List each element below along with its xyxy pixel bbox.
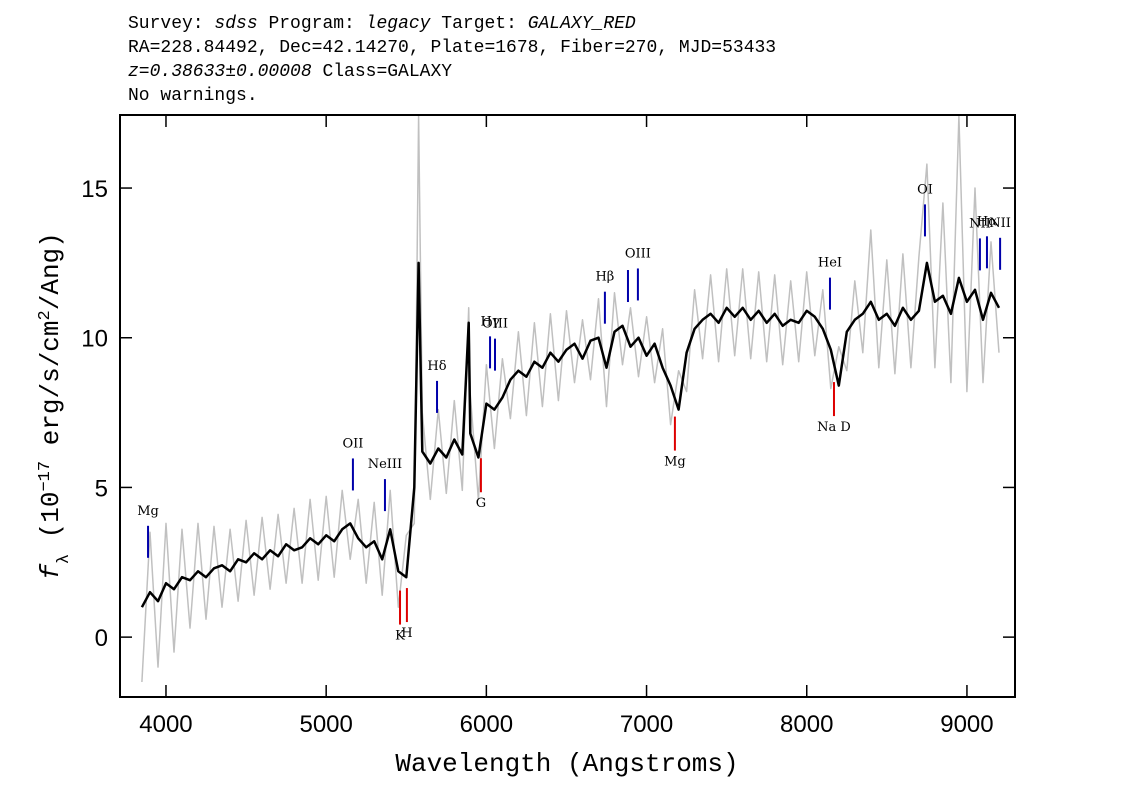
header-segment: No warnings. — [128, 86, 258, 106]
x-tick-label: 8000 — [780, 711, 833, 738]
y-tick-label: 0 — [95, 625, 108, 652]
y-axis-title-part: (10 — [36, 492, 66, 554]
line-label: Mg — [137, 504, 159, 519]
header-segment: Survey: — [128, 14, 214, 34]
y-tick-label: 15 — [81, 176, 108, 203]
y-axis-title-part: λ — [55, 554, 74, 564]
header-segment: Program: — [258, 14, 366, 34]
header-segment: legacy — [366, 14, 432, 34]
line-label: OIII — [482, 317, 508, 332]
line-label: NII — [969, 216, 991, 231]
header-segment: RA=228.84492, Dec=42.14270, Plate=1678, … — [128, 38, 776, 58]
y-axis-title: fλ (10−17 erg/s/cm2/Ang) — [36, 232, 74, 580]
line-label: OII — [342, 436, 363, 451]
line-label: Hβ — [595, 270, 614, 285]
header-segment: sdss — [214, 14, 257, 34]
line-label: Hδ — [427, 359, 446, 374]
x-tick-label: 4000 — [139, 711, 192, 738]
header-segment: z=0.38633±0.00008 — [128, 62, 312, 82]
y-axis-title-part: 2 — [36, 310, 55, 320]
line-label: Mg — [664, 455, 686, 470]
y-tick-label: 10 — [81, 326, 108, 353]
header-line: z=0.38633±0.00008 Class=GALAXY — [128, 62, 452, 82]
plot-area: MgOIINeIIIHδHγOIIIHβOIIIHeIOINIIHαNIIKHG… — [137, 115, 1011, 683]
x-tick-label: 5000 — [299, 711, 352, 738]
line-label: H — [401, 626, 412, 641]
y-tick-label: 5 — [95, 475, 108, 502]
line-label: Na D — [817, 420, 851, 435]
line-label: G — [476, 496, 486, 511]
line-label: OIII — [625, 246, 651, 261]
line-label: HeI — [818, 256, 842, 271]
header-segment: Class=GALAXY — [312, 62, 453, 82]
x-tick-label: 9000 — [940, 711, 993, 738]
header-line: No warnings. — [128, 86, 258, 106]
spectrum-line — [141, 115, 1000, 683]
line-label: NII — [989, 216, 1011, 231]
plot-frame — [119, 114, 1016, 698]
header-segment: GALAXY_RED — [528, 14, 636, 34]
line-label: K — [395, 629, 405, 644]
spectrum-line — [140, 261, 1001, 608]
line-label: NeIII — [368, 457, 402, 472]
x-tick-label: 6000 — [460, 711, 513, 738]
y-axis-title-part: −17 — [36, 461, 55, 492]
header-segment: Target: — [430, 14, 527, 34]
x-axis-title: Wavelength (Angstroms) — [395, 749, 738, 779]
line-label: Hγ — [480, 314, 499, 329]
y-axis-title-part: /Ang) — [36, 232, 66, 310]
y-axis-title-part: erg/s/cm — [36, 320, 66, 460]
line-label: Hα — [977, 214, 997, 229]
y-axis-title-part: f — [36, 563, 66, 580]
header-line: Survey: sdss Program: legacy Target: GAL… — [128, 14, 636, 34]
header-line: RA=228.84492, Dec=42.14270, Plate=1678, … — [128, 38, 776, 58]
x-tick-label: 7000 — [620, 711, 673, 738]
line-label: OI — [917, 182, 933, 197]
